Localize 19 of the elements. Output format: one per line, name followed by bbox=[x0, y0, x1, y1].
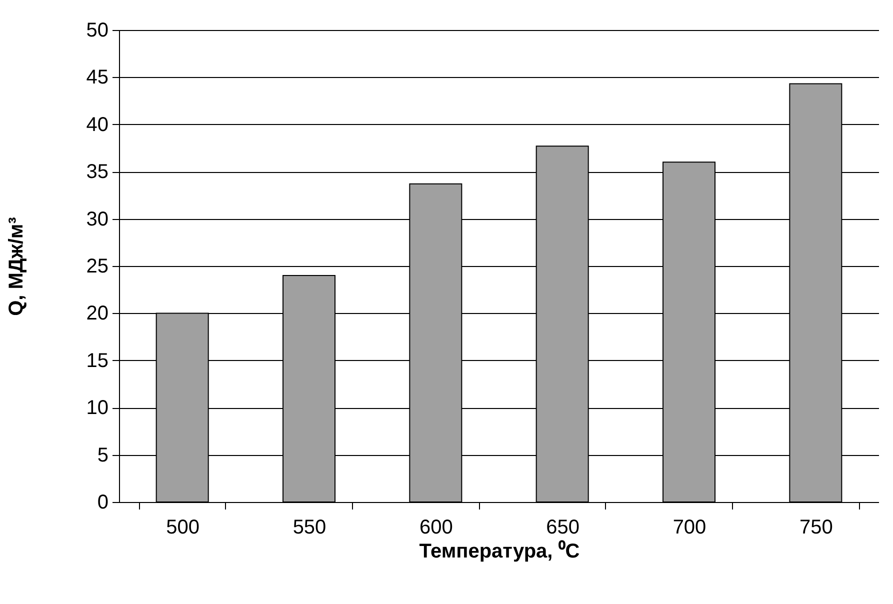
y-tick-label: 50 bbox=[86, 20, 108, 42]
y-tick-label: 35 bbox=[86, 161, 108, 184]
x-tick-label: 550 bbox=[292, 516, 326, 538]
y-tick-label: 25 bbox=[86, 256, 108, 278]
x-tick-label: 650 bbox=[546, 516, 580, 538]
y-tick-label: 45 bbox=[86, 66, 108, 89]
x-tick-label: 700 bbox=[672, 516, 706, 538]
y-tick-label: 15 bbox=[86, 350, 108, 372]
x-axis-title: Температура, ⁰C bbox=[419, 540, 580, 562]
x-tick-label: 600 bbox=[419, 516, 453, 538]
y-tick-label: 20 bbox=[86, 302, 108, 325]
x-tick-label: 750 bbox=[799, 516, 833, 538]
y-tick-label: 5 bbox=[97, 444, 108, 466]
y-tick-label: 30 bbox=[86, 208, 108, 230]
y-tick-label: 0 bbox=[97, 492, 108, 514]
y-tick-label: 10 bbox=[86, 397, 108, 420]
y-axis-title: Q, МДж/м³ bbox=[5, 216, 28, 316]
x-tick-label: 500 bbox=[166, 516, 200, 538]
y-tick-label: 40 bbox=[86, 114, 108, 136]
